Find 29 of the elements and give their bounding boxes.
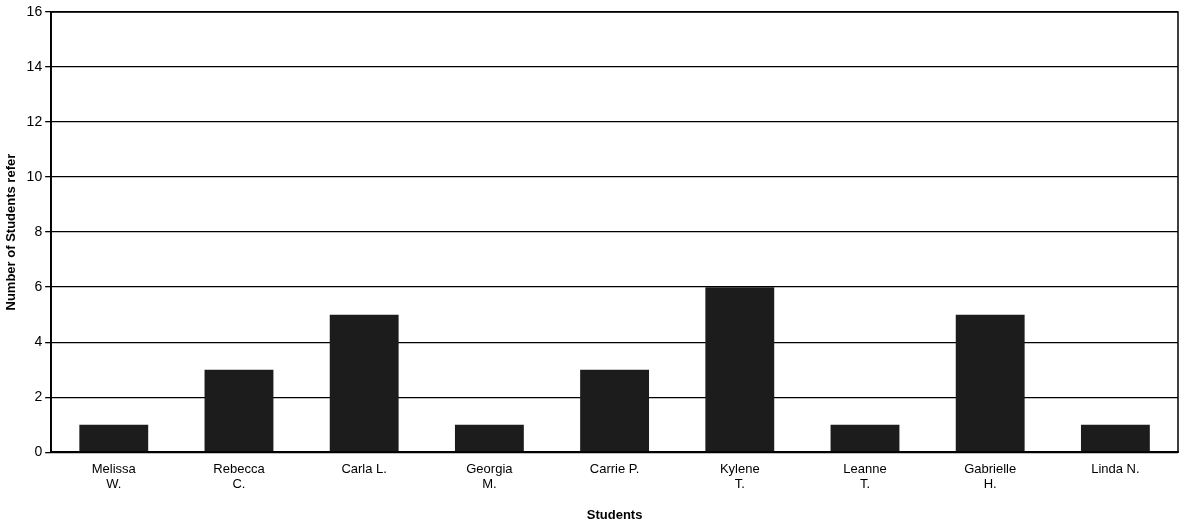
bar [955,314,1025,452]
y-tick-label: 2 [34,388,43,405]
x-tick-label: Linda N. [1091,460,1140,476]
x-tick-label: Rebecca C. [213,460,266,492]
y-tick-label: 14 [26,57,43,74]
bar [454,424,524,452]
x-tick-label: Leanne T. [843,460,887,492]
y-tick-label: 0 [34,443,43,460]
bar [580,369,650,452]
y-tick-label: 12 [26,112,43,129]
y-tick-label: 16 [26,2,43,19]
y-tick-label: 6 [34,277,43,294]
y-tick-label: 8 [34,222,43,239]
x-tick-label: Melissa W. [91,460,137,492]
x-tick-label: Gabrielle H. [964,460,1017,492]
x-tick-label: Kylene T. [719,460,760,492]
x-tick-label: Carla L. [341,460,387,476]
bar [1080,424,1150,452]
y-axis-title: Number of Students refer [3,153,19,311]
x-tick-label: Carrie P. [589,460,640,476]
bar [705,287,775,452]
y-tick-label: 10 [26,167,43,184]
y-tick-label: 4 [34,333,43,350]
bar [329,314,399,452]
bar [79,424,149,452]
bar [204,369,274,452]
x-axis-title: Students [586,506,643,522]
bar [830,424,900,452]
x-tick-label: Georgia M. [466,460,514,492]
